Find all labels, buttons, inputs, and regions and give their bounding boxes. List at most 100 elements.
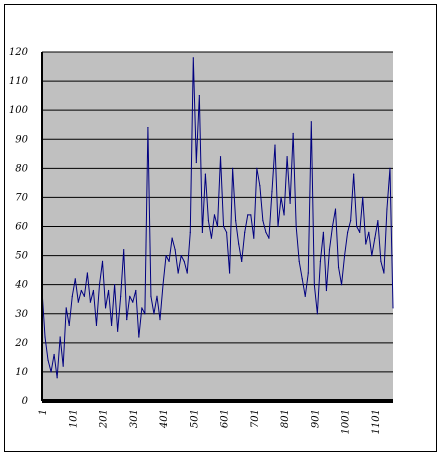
data-point xyxy=(219,156,222,158)
data-point xyxy=(120,295,122,297)
data-point xyxy=(159,318,161,321)
data-point xyxy=(350,220,352,222)
y-tick-label: 90 xyxy=(15,134,28,145)
y-tick-label: 30 xyxy=(15,309,28,320)
data-point xyxy=(356,225,358,228)
data-point xyxy=(138,336,140,338)
data-point xyxy=(229,272,231,274)
data-point xyxy=(247,214,249,216)
x-tick-label: 401 xyxy=(159,409,170,429)
x-tick-label: 801 xyxy=(280,409,291,428)
data-point xyxy=(347,231,349,233)
data-point xyxy=(277,225,279,228)
data-point xyxy=(92,289,95,292)
data-point xyxy=(340,284,343,286)
x-tick-label: 1101 xyxy=(371,409,382,434)
data-point xyxy=(337,266,340,268)
x-tick-label: 301 xyxy=(129,409,140,428)
data-point xyxy=(171,237,173,239)
data-point xyxy=(328,249,331,251)
data-point xyxy=(213,214,216,216)
chart-frame: 0 10 20 30 40 50 60 70 80 90 100 110 120 1 101 201 301 4… xyxy=(4,4,437,452)
data-point xyxy=(268,237,270,239)
data-point xyxy=(153,313,155,315)
y-tick-label: 40 xyxy=(14,280,28,291)
data-point xyxy=(325,289,328,292)
data-point xyxy=(207,220,210,222)
data-point xyxy=(271,191,273,193)
data-point xyxy=(71,295,73,297)
data-point xyxy=(177,272,179,274)
data-point xyxy=(126,318,128,321)
data-point xyxy=(343,254,346,257)
data-point xyxy=(101,260,104,262)
data-point xyxy=(98,284,101,286)
series-layer xyxy=(41,57,394,379)
data-point xyxy=(253,237,255,239)
y-tick-label: 10 xyxy=(15,367,28,378)
y-tick-label: 120 xyxy=(9,47,29,58)
data-point xyxy=(368,231,370,233)
data-point xyxy=(380,260,382,262)
data-point xyxy=(104,307,107,309)
data-point xyxy=(129,295,131,297)
data-point xyxy=(162,284,164,286)
x-tick-label: 201 xyxy=(99,409,110,429)
data-point xyxy=(68,324,70,326)
data-point xyxy=(371,254,373,257)
data-point xyxy=(117,330,119,332)
data-point xyxy=(144,313,146,315)
data-point xyxy=(274,144,276,146)
data-point xyxy=(286,156,288,158)
data-point xyxy=(210,237,213,239)
data-point xyxy=(59,336,61,338)
x-tick-label: 1001 xyxy=(341,409,352,434)
data-point xyxy=(95,324,98,326)
data-point xyxy=(386,208,388,210)
data-point xyxy=(195,161,197,164)
data-point xyxy=(280,196,282,199)
data-point xyxy=(192,57,194,59)
data-point xyxy=(295,225,297,228)
data-point xyxy=(147,127,149,129)
x-tick-label: 901 xyxy=(310,409,321,428)
data-point xyxy=(150,295,152,297)
data-point xyxy=(298,260,300,262)
y-tick-label: 110 xyxy=(9,76,29,87)
data-point xyxy=(235,220,237,222)
data-point xyxy=(53,353,55,356)
data-point xyxy=(86,272,88,274)
data-point xyxy=(259,185,261,187)
data-point xyxy=(201,231,203,233)
data-point xyxy=(180,254,182,257)
data-point xyxy=(168,260,170,262)
data-point xyxy=(241,260,243,262)
data-point xyxy=(262,220,264,222)
x-tick-label: 101 xyxy=(68,409,79,428)
data-point xyxy=(198,95,200,97)
data-point xyxy=(65,307,67,309)
data-point xyxy=(114,284,116,286)
data-point xyxy=(83,295,85,297)
data-point xyxy=(265,231,267,233)
data-point xyxy=(244,231,246,233)
data-point xyxy=(374,237,376,239)
data-point xyxy=(334,208,337,210)
data-point xyxy=(292,132,294,135)
data-point xyxy=(189,231,191,233)
data-point xyxy=(250,214,252,216)
data-point xyxy=(319,260,321,262)
y-tick-label: 100 xyxy=(9,105,29,116)
data-point xyxy=(204,173,206,175)
data-point xyxy=(135,289,137,292)
data-point xyxy=(362,196,364,199)
data-point xyxy=(123,249,125,251)
data-point xyxy=(77,301,79,303)
x-tick-labels: 1 101 201 301 401 501 601 701 801 901 1001 1101 xyxy=(38,409,382,434)
data-point xyxy=(353,173,355,175)
data-point xyxy=(222,225,225,228)
data-point xyxy=(232,167,234,169)
y-tick-label: 50 xyxy=(15,251,28,262)
x-tick-label: 701 xyxy=(250,409,261,428)
